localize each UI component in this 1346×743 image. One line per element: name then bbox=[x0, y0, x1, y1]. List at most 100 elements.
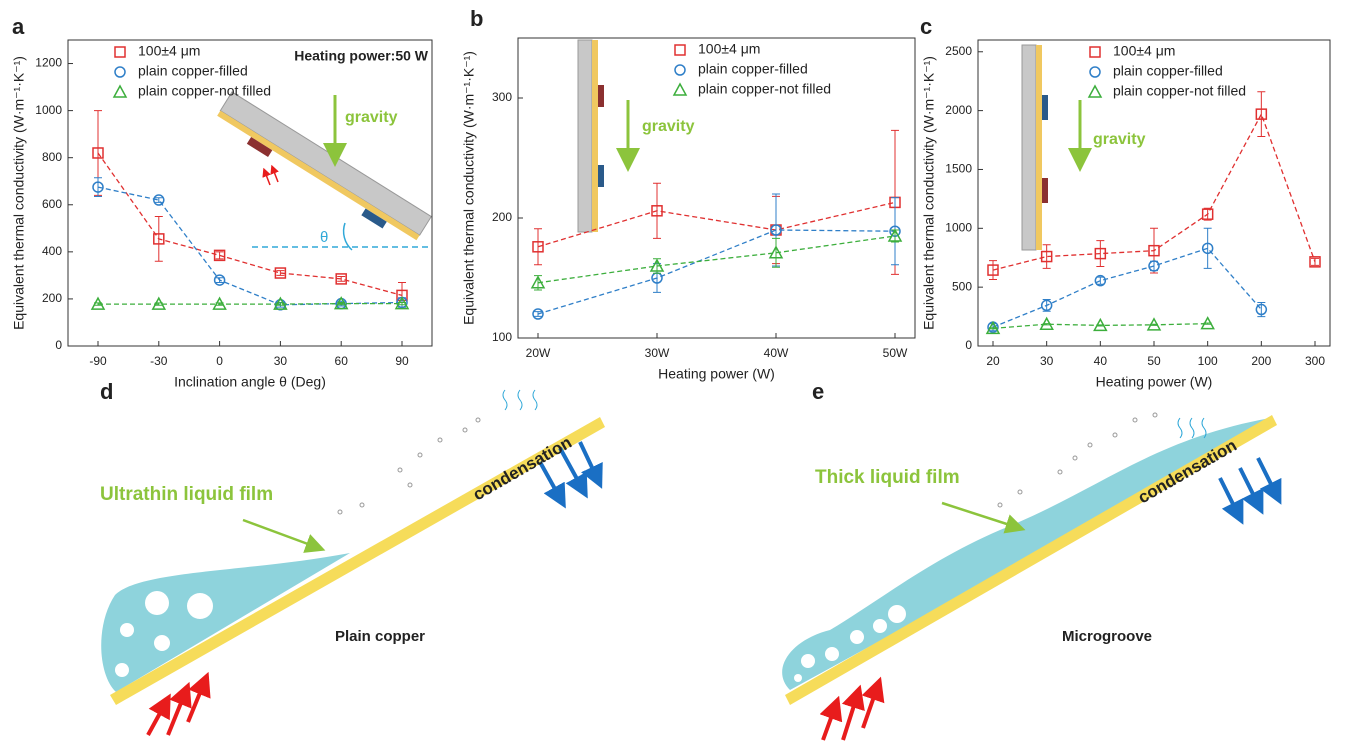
y-tick-label: 400 bbox=[42, 244, 62, 258]
x-tick-label: 50 bbox=[1147, 354, 1161, 368]
y-tick-label: 200 bbox=[492, 210, 512, 224]
series-line bbox=[537, 201, 896, 248]
annotation: gravity bbox=[1093, 131, 1146, 148]
error-bar bbox=[1311, 257, 1319, 266]
marker bbox=[1255, 108, 1268, 120]
marker bbox=[1093, 317, 1108, 332]
marker bbox=[1148, 260, 1160, 272]
marker bbox=[1040, 250, 1053, 263]
annotation: gravity bbox=[642, 118, 695, 135]
inset-c bbox=[1021, 44, 1092, 251]
marker bbox=[92, 181, 104, 193]
marker bbox=[674, 64, 686, 76]
panel-label: e bbox=[812, 379, 824, 404]
marker bbox=[1309, 256, 1321, 268]
legend-label: 100±4 μm bbox=[138, 43, 200, 59]
x-axis-label: Heating power (W) bbox=[658, 366, 775, 382]
y-tick-label: 200 bbox=[42, 291, 62, 305]
series-line bbox=[992, 247, 1262, 328]
x-axis-label: Inclination angle θ (Deg) bbox=[174, 374, 326, 390]
y-tick-label: 600 bbox=[42, 197, 62, 211]
marker bbox=[333, 296, 349, 310]
legend-label: 100±4 μm bbox=[1113, 43, 1175, 59]
error-bar bbox=[534, 228, 542, 266]
marker bbox=[213, 249, 226, 262]
panel-label: b bbox=[470, 6, 483, 31]
marker bbox=[532, 308, 544, 320]
marker bbox=[153, 194, 165, 206]
film-label: Thick liquid film bbox=[815, 467, 960, 488]
marker bbox=[1200, 316, 1215, 330]
marker bbox=[530, 275, 546, 289]
marker bbox=[1039, 316, 1054, 330]
legend-label: plain copper-filled bbox=[138, 63, 248, 79]
marker bbox=[1255, 303, 1268, 316]
marker bbox=[1094, 247, 1107, 260]
panel-label: a bbox=[12, 14, 25, 39]
y-tick-label: 1200 bbox=[35, 56, 62, 70]
panel-label: c bbox=[920, 14, 932, 39]
marker bbox=[985, 320, 1001, 335]
y-tick-label: 0 bbox=[55, 338, 62, 352]
y-axis-label: Equivalent thermal conductivity (W·m⁻¹·K… bbox=[11, 56, 27, 330]
x-tick-label: 200 bbox=[1251, 354, 1271, 368]
x-tick-label: 100 bbox=[1198, 354, 1218, 368]
series-line bbox=[537, 229, 896, 315]
marker bbox=[674, 44, 686, 56]
x-tick-label: 50W bbox=[883, 346, 908, 360]
marker bbox=[114, 66, 126, 78]
marker bbox=[532, 241, 544, 253]
x-tick-label: 40 bbox=[1094, 354, 1108, 368]
error-bar bbox=[154, 216, 163, 262]
error-bar bbox=[276, 270, 285, 276]
marker bbox=[987, 264, 999, 276]
marker bbox=[274, 267, 287, 279]
marker bbox=[1201, 208, 1214, 220]
inset-b bbox=[577, 39, 640, 233]
marker bbox=[335, 273, 347, 285]
error-bar bbox=[215, 251, 224, 260]
y-tick-label: 1000 bbox=[945, 220, 972, 234]
error-bar bbox=[1042, 299, 1051, 312]
error-bar bbox=[1203, 227, 1212, 269]
error-bar bbox=[337, 276, 346, 282]
x-tick-label: 30 bbox=[274, 354, 288, 368]
y-axis-label: Equivalent thermal conductivity (W·m⁻¹·K… bbox=[921, 56, 937, 330]
x-tick-label: 300 bbox=[1305, 354, 1325, 368]
x-tick-label: 0 bbox=[216, 354, 223, 368]
y-tick-label: 2000 bbox=[945, 103, 972, 117]
film-label: Ultrathin liquid film bbox=[100, 484, 273, 505]
legend-label: plain copper-not filled bbox=[1113, 83, 1246, 99]
error-bar bbox=[1257, 91, 1266, 138]
marker bbox=[649, 258, 665, 272]
marker bbox=[672, 82, 688, 96]
annotation: Heating power:50 W bbox=[294, 48, 429, 64]
y-tick-label: 100 bbox=[492, 330, 512, 344]
marker bbox=[1040, 299, 1053, 312]
error-bar bbox=[534, 311, 542, 317]
x-axis-label: Heating power (W) bbox=[1096, 374, 1213, 390]
x-tick-label: 30W bbox=[645, 346, 670, 360]
legend-label: plain copper-not filled bbox=[138, 83, 271, 99]
marker bbox=[1089, 46, 1101, 58]
marker bbox=[92, 147, 104, 159]
annotation: θ bbox=[320, 229, 328, 246]
surface-label: Plain copper bbox=[335, 628, 425, 645]
marker bbox=[394, 296, 410, 310]
marker bbox=[1089, 66, 1101, 78]
y-tick-label: 2500 bbox=[945, 44, 972, 58]
error-bar bbox=[215, 277, 224, 283]
marker bbox=[112, 84, 128, 98]
marker bbox=[1201, 242, 1214, 255]
marker bbox=[1148, 244, 1160, 257]
marker bbox=[213, 274, 226, 286]
x-tick-label: 30 bbox=[1040, 354, 1054, 368]
legend-label: plain copper-filled bbox=[1113, 63, 1223, 79]
y-tick-label: 1500 bbox=[945, 162, 972, 176]
y-tick-label: 1000 bbox=[35, 103, 62, 117]
series-line bbox=[537, 235, 896, 284]
y-axis-label: Equivalent thermal conductivity (W·m⁻¹·K… bbox=[461, 51, 477, 325]
x-tick-label: 40W bbox=[764, 346, 789, 360]
series-line bbox=[97, 186, 403, 306]
